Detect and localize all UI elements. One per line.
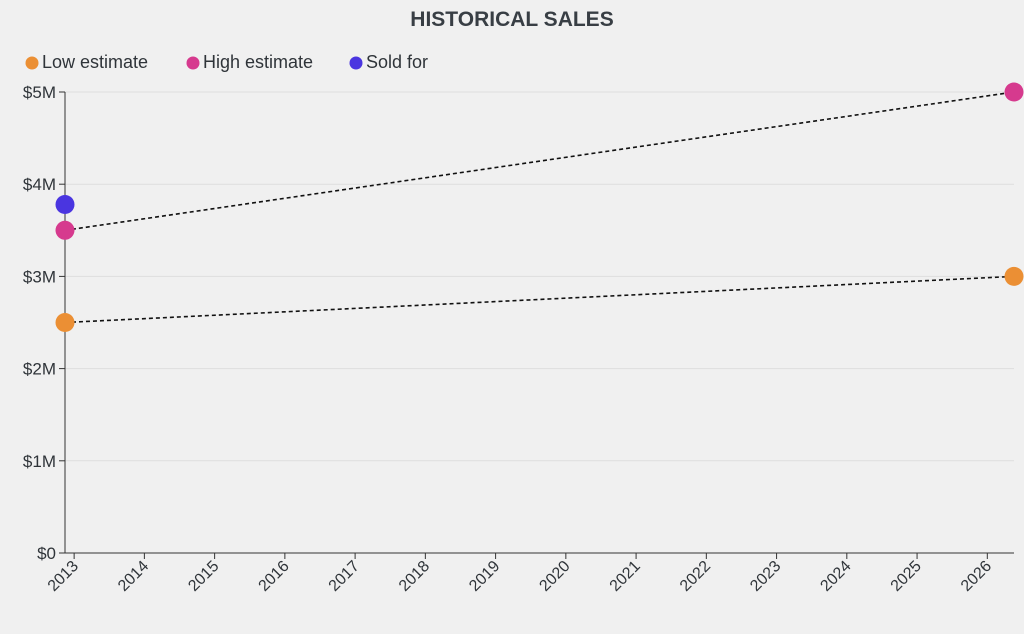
legend-label-high-estimate: High estimate (203, 52, 313, 72)
x-tick-label: 2020 (536, 558, 573, 595)
legend-swatch-low-estimate (25, 56, 39, 70)
y-tick-label: $4M (23, 175, 56, 194)
legend: Low estimate High estimate Sold for (25, 52, 429, 72)
legend-item-sold-for[interactable]: Sold for (349, 52, 429, 72)
x-tick-label: 2014 (115, 558, 152, 595)
y-tick-label: $0 (37, 544, 56, 563)
legend-item-low-estimate[interactable]: Low estimate (25, 52, 149, 72)
x-tick-label: 2017 (326, 558, 363, 595)
data-points (55, 82, 1024, 332)
x-tick-label: 2018 (396, 558, 433, 595)
x-tick-label: 2013 (45, 558, 82, 595)
axes: $0 $1M $2M $3M $4M $5M 2013 2014 2015 2016 2017 201… (23, 83, 1014, 595)
x-tick-label: 2021 (607, 558, 644, 595)
y-tick-label: $2M (23, 360, 56, 379)
x-tick-label: 2024 (817, 558, 854, 595)
x-tick-label: 2026 (958, 558, 995, 595)
legend-label-low-estimate: Low estimate (42, 52, 148, 72)
point-low-estimate[interactable] (55, 313, 75, 332)
x-tick-label: 2025 (888, 558, 925, 595)
point-high-estimate[interactable] (55, 220, 75, 240)
legend-label-sold-for: Sold for (366, 52, 428, 72)
x-tick-label: 2022 (677, 558, 714, 595)
x-tick-label: 2015 (185, 558, 222, 595)
trend-lines (64, 91, 1015, 324)
x-tick-label: 2019 (466, 558, 503, 595)
point-low-estimate[interactable] (1004, 266, 1024, 286)
chart-title: HISTORICAL SALES (410, 8, 613, 31)
y-tick-label: $5M (23, 83, 56, 102)
y-tick-label: $3M (23, 267, 56, 286)
grid-lines (65, 91, 1014, 462)
legend-item-high-estimate[interactable]: High estimate (186, 52, 314, 72)
legend-swatch-sold-for (349, 56, 363, 70)
trend-line-high-estimate (64, 91, 1015, 232)
x-tick-label: 2023 (747, 558, 784, 595)
legend-swatch-high-estimate (186, 56, 200, 70)
x-tick-label: 2016 (256, 558, 293, 595)
trend-line-low-estimate (64, 275, 1015, 324)
point-sold-for[interactable] (55, 194, 75, 214)
point-high-estimate[interactable] (1004, 82, 1024, 102)
y-tick-label: $1M (23, 452, 56, 471)
